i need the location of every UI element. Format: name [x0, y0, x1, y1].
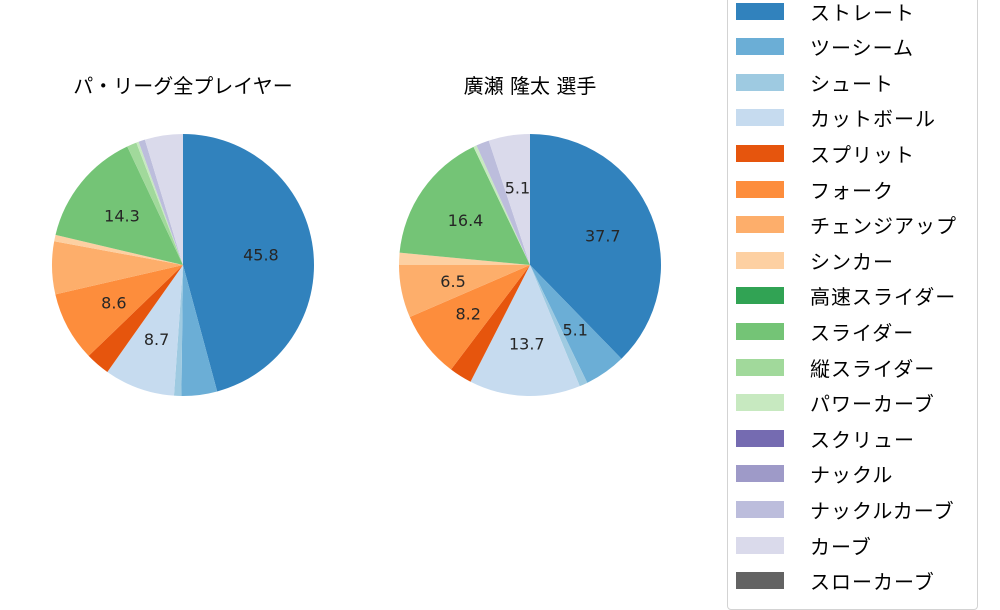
legend-swatch — [736, 536, 784, 554]
pie-slice — [51, 241, 183, 295]
slice-percent-label: 37.7 — [585, 226, 621, 245]
pie-chart-player: 37.7 5.1 13.7 8.2 6.5 16.4 5.1 — [399, 134, 661, 396]
legend-swatch — [736, 287, 784, 305]
pie-slice — [107, 265, 183, 396]
legend-item: チェンジアップ — [736, 214, 957, 238]
legend-item: パワーカーブ — [736, 392, 935, 416]
legend-item: スライダー — [736, 321, 914, 345]
pie-slice — [55, 265, 184, 356]
pie-slice — [399, 265, 530, 318]
pie-title-league: パ・リーグ全プレイヤー — [73, 74, 293, 98]
legend-swatch — [736, 73, 784, 91]
pie-slice — [55, 146, 183, 265]
legend-label: カーブ — [810, 534, 872, 559]
pie-slice — [144, 134, 183, 265]
legend-swatch — [736, 500, 784, 518]
slice-percent-label: 8.6 — [101, 293, 126, 312]
pie-slice — [181, 265, 218, 396]
slice-percent-label: 5.1 — [505, 178, 530, 197]
legend-swatch — [736, 2, 784, 20]
legend-swatch — [736, 358, 784, 376]
pie-slice — [136, 141, 183, 265]
slice-percent-label: 6.5 — [440, 272, 465, 291]
legend-label: スプリット — [810, 142, 915, 167]
legend-item: フォーク — [736, 179, 894, 203]
slice-percent-label: 13.7 — [509, 335, 545, 354]
legend-item: 縦スライダー — [736, 357, 935, 381]
legend-label: ナックルカーブ — [810, 498, 955, 523]
pie-slice — [138, 139, 183, 265]
legend-item: ストレート — [736, 1, 915, 25]
legend-label: ツーシーム — [810, 36, 914, 61]
pie-slice — [530, 265, 622, 383]
pie-slice — [476, 140, 530, 265]
legend-item: カットボール — [736, 107, 936, 131]
legend-swatch — [736, 216, 784, 234]
legend-swatch — [736, 180, 784, 198]
legend-swatch — [736, 465, 784, 483]
legend-label: スクリュー — [810, 427, 915, 452]
slice-percent-label: 16.4 — [448, 211, 484, 230]
legend-label: フォーク — [810, 178, 894, 203]
pie-slice — [173, 265, 183, 396]
slice-percent-label: 14.3 — [104, 206, 140, 225]
legend-swatch — [736, 394, 784, 412]
legend-swatch — [736, 38, 784, 56]
pie-slice — [399, 146, 530, 265]
legend-swatch — [736, 429, 784, 447]
pie-slice — [399, 252, 530, 265]
pie-slice — [470, 265, 580, 396]
legend-item: 高速スライダー — [736, 285, 956, 309]
pie-title-player: 廣瀬 隆太 選手 — [463, 74, 597, 98]
legend-label: スローカーブ — [810, 570, 935, 595]
legend-item: シンカー — [736, 250, 894, 274]
pie-slice — [451, 265, 530, 382]
slice-percent-label: 8.2 — [455, 305, 480, 324]
legend-label: スライダー — [810, 320, 915, 345]
pie-chart-league: 45.8 8.7 8.6 14.3 — [51, 134, 314, 396]
pie-slice — [127, 142, 183, 265]
legend-item: ナックルカーブ — [736, 499, 955, 523]
slice-percent-label: 45.8 — [243, 246, 279, 265]
legend-label: ナックル — [810, 463, 894, 488]
legend-item: スローカーブ — [736, 570, 935, 594]
slice-percent-label: 8.7 — [144, 330, 169, 349]
legend-label: 高速スライダー — [810, 285, 957, 310]
legend-item: ツーシーム — [736, 36, 914, 60]
pie-slice — [409, 265, 530, 370]
legend-item: ナックル — [736, 463, 893, 487]
pie-slice — [530, 134, 661, 359]
legend-swatch — [736, 572, 784, 590]
legend-swatch — [736, 322, 784, 340]
legend: ストレートツーシームシュートカットボール スプリットフォークチェンジアップ シンカー… — [727, 0, 978, 610]
legend-label: カットボール — [810, 107, 936, 132]
slice-percent-label: 5.1 — [562, 320, 587, 339]
legend-label: シンカー — [810, 249, 894, 274]
pie-slice — [183, 134, 314, 392]
pie-slice — [473, 145, 530, 265]
pie-slice — [530, 265, 588, 387]
legend-swatch — [736, 251, 784, 269]
pie-slice — [488, 134, 530, 265]
legend-item: スプリット — [736, 143, 915, 167]
legend-swatch — [736, 144, 784, 162]
legend-item: シュート — [736, 72, 894, 96]
legend-item: スクリュー — [736, 428, 915, 452]
legend-swatch — [736, 109, 784, 127]
legend-label: シュート — [810, 71, 894, 96]
legend-label: ストレート — [810, 0, 915, 25]
legend-item: カーブ — [736, 535, 872, 559]
pie-slice — [54, 234, 184, 265]
legend-label: 縦スライダー — [810, 356, 936, 381]
legend-label: チェンジアップ — [810, 214, 957, 239]
legend-label: パワーカーブ — [810, 392, 935, 417]
pie-slice — [88, 265, 183, 372]
